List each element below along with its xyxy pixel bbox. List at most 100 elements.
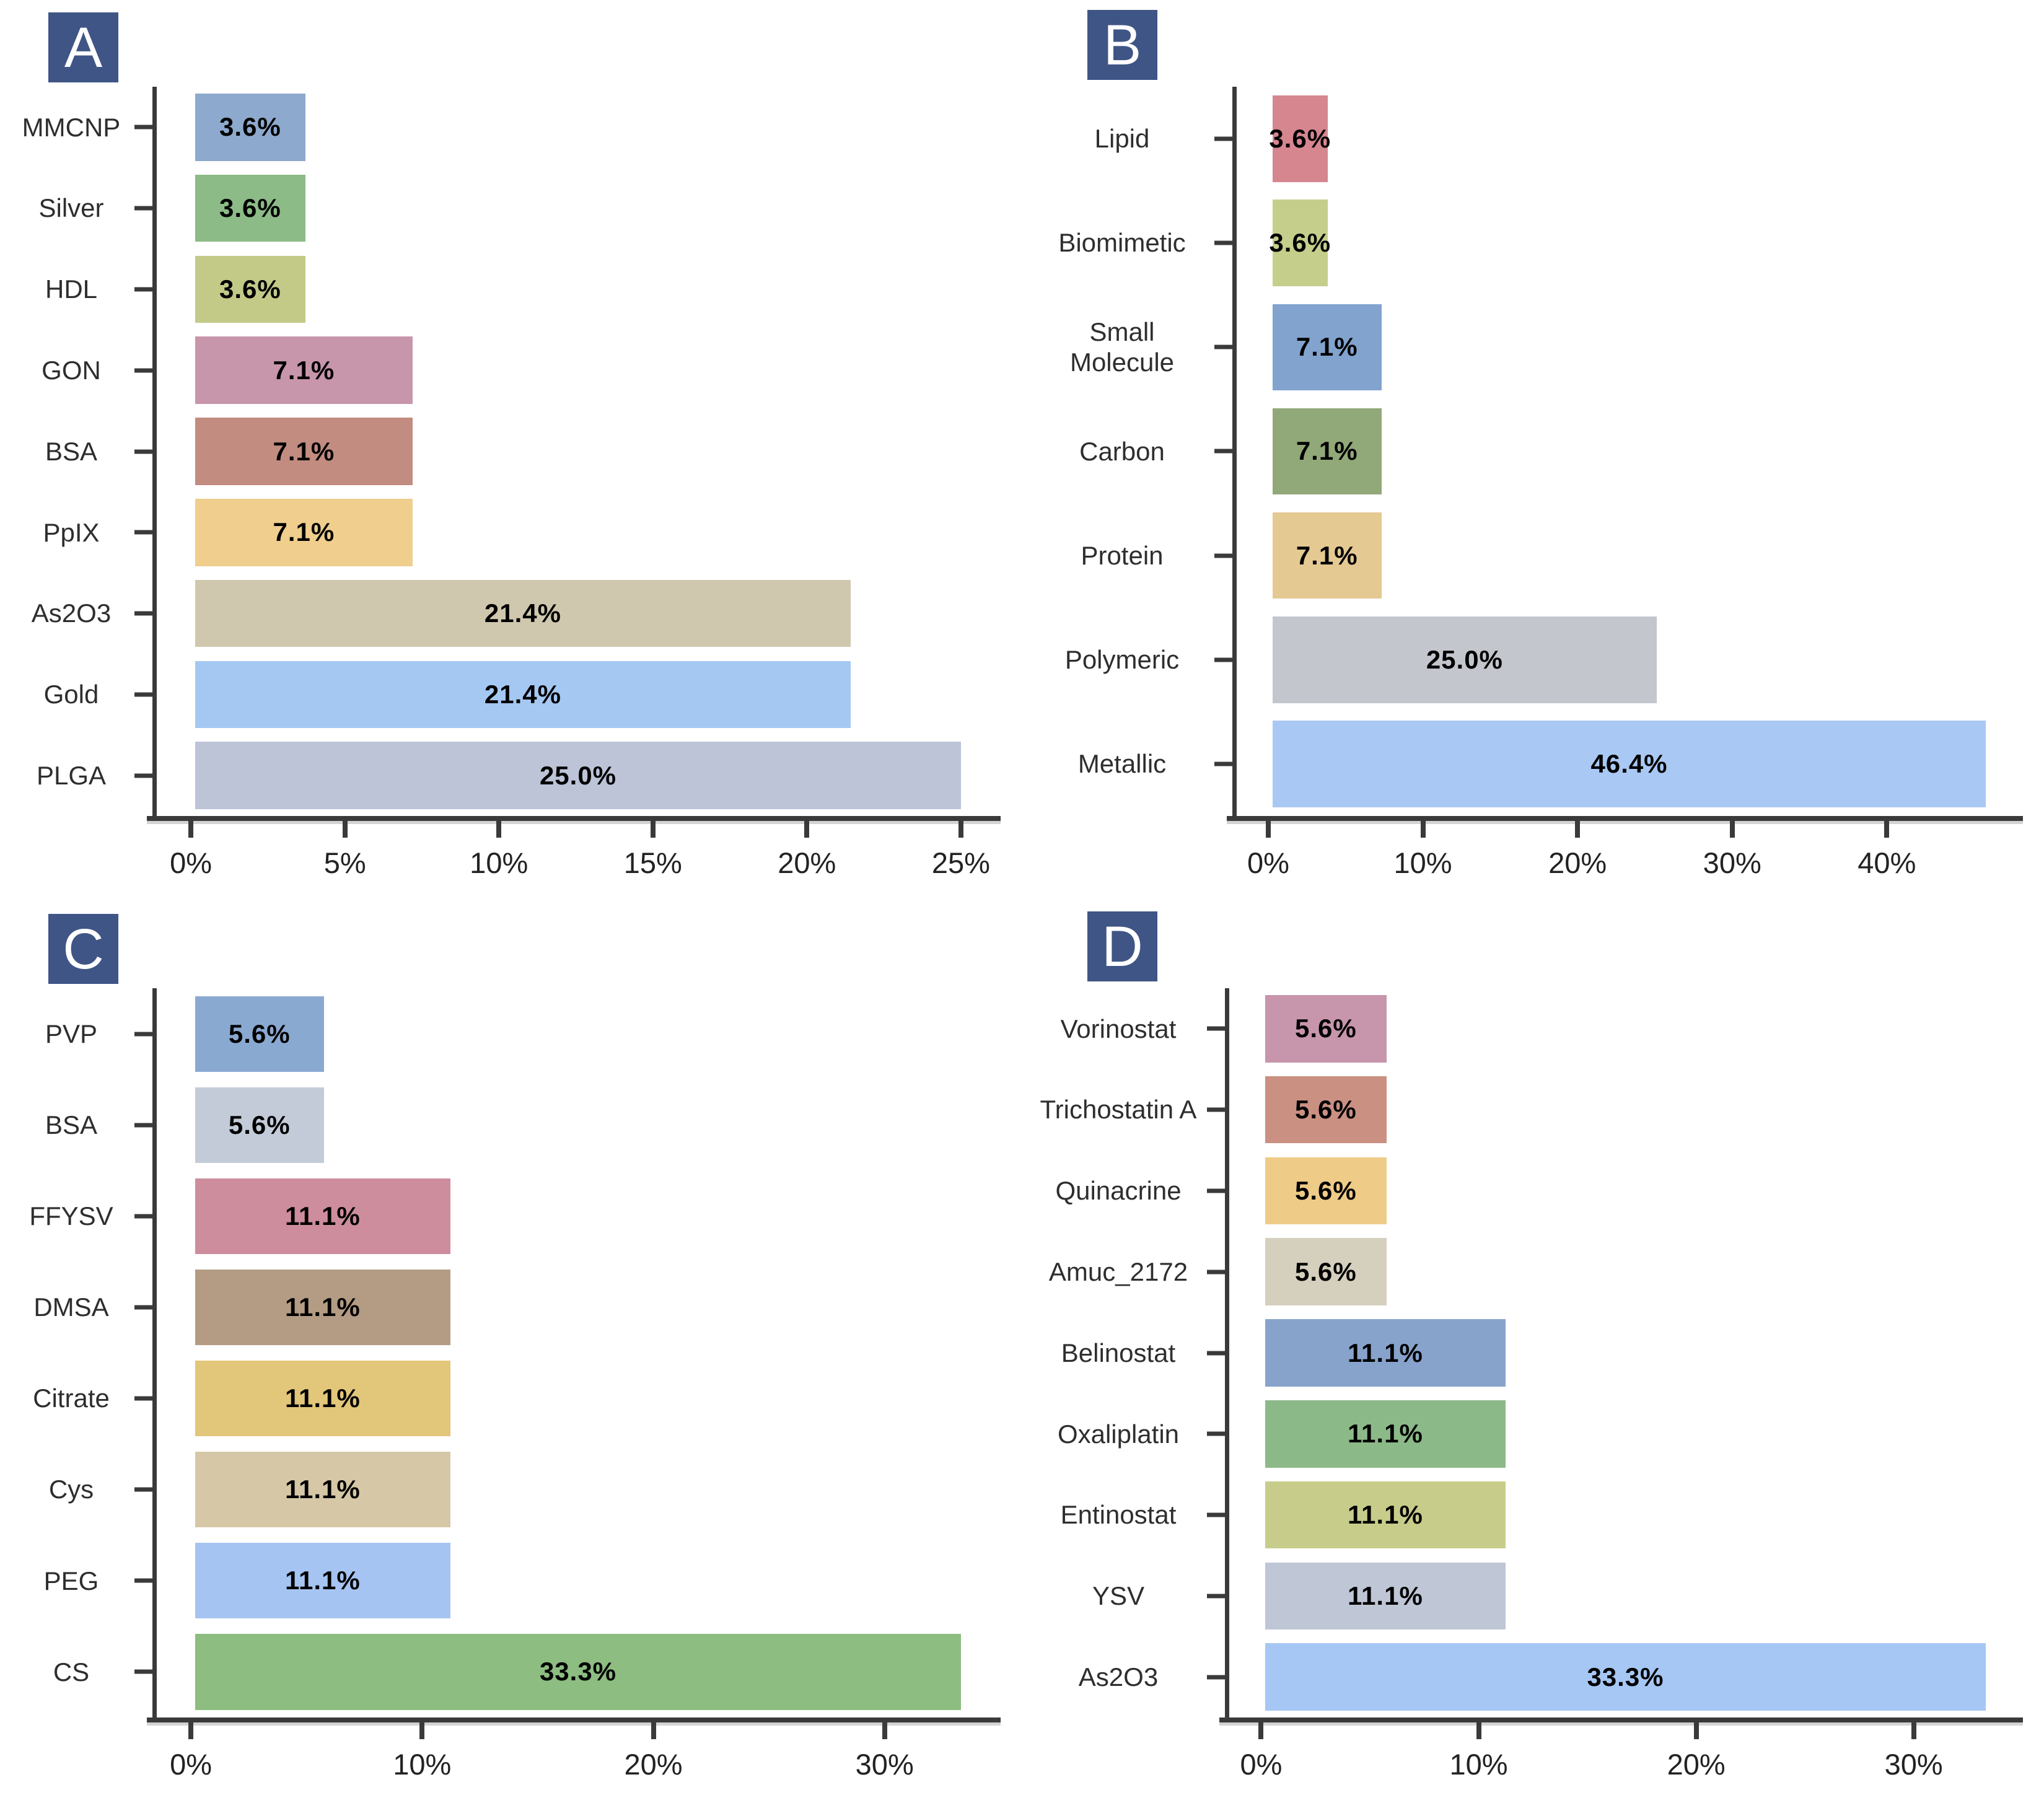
bar-ffysv: 11.1% [195, 1178, 450, 1254]
chart-row: Belinostat 11.1% [1039, 1312, 2022, 1393]
bar-value-label: 11.1% [1348, 1338, 1423, 1367]
y-axis-label: HDL [45, 274, 98, 304]
bar-peg: 11.1% [195, 1543, 450, 1619]
y-axis-label: PEG [43, 1566, 99, 1595]
plot-cell: 3.6% [1214, 191, 2022, 296]
x-axis-tick [1575, 820, 1581, 838]
x-axis-tick [1729, 820, 1735, 838]
y-axis-label: As2O3 [1078, 1662, 1159, 1691]
chart-row: Citrate 11.1% [17, 1353, 999, 1444]
x-axis-tick-label: 15% [623, 846, 682, 880]
bar-value-label: 3.6% [219, 274, 281, 304]
y-axis-tick [134, 125, 152, 129]
chart-row: Biomimetic 3.6% [1039, 191, 2022, 296]
y-axis-tick [1207, 1188, 1225, 1193]
bar-trichostatin-a: 5.6% [1265, 1076, 1387, 1144]
y-axis-label: BSA [45, 436, 98, 466]
chart-row: Metallic 46.4% [1039, 711, 2022, 816]
y-axis-tick [134, 368, 152, 373]
bar-value-label: 11.1% [284, 1201, 361, 1231]
bar-value-label: 11.1% [284, 1292, 361, 1322]
y-axis-label: YSV [1092, 1581, 1145, 1611]
bar-silver: 3.6% [195, 174, 305, 242]
x-axis-tick-label: 0% [1240, 1748, 1283, 1781]
y-axis-label: Amuc_2172 [1048, 1257, 1188, 1286]
y-axis-label: Carbon [1079, 436, 1165, 466]
x-axis-tick [1265, 820, 1271, 838]
y-axis-tick [1207, 1675, 1225, 1680]
y-axis-tick [134, 1669, 152, 1674]
plot-cell: 3.6% [134, 248, 999, 330]
y-axis-tick [1214, 761, 1232, 766]
x-axis-line [1227, 815, 2023, 821]
x-axis-tick-label: 20% [778, 846, 836, 880]
bar-value-label: 25.0% [539, 760, 617, 790]
chart-row: Amuc_2172 5.6% [1039, 1231, 2022, 1313]
x-axis-tick-label: 20% [1667, 1748, 1726, 1781]
plot-cell: 5.6% [1207, 1231, 2022, 1313]
x-axis-tick-label: 10% [1449, 1748, 1508, 1781]
bar-value-label: 11.1% [1348, 1500, 1423, 1530]
panel-a-label: A [48, 12, 118, 82]
y-axis-tick [134, 1032, 152, 1037]
bar-gon: 7.1% [195, 336, 413, 405]
plot-cell: 11.1% [1207, 1312, 2022, 1393]
chart-row: Lipid 3.6% [1039, 87, 2022, 191]
y-axis-label: DMSA [33, 1292, 109, 1322]
plot-cell: 5.6% [134, 988, 999, 1080]
panel-d-label: D [1087, 911, 1157, 981]
plot-cell: 11.1% [1207, 1555, 2022, 1637]
y-axis-tick [134, 206, 152, 211]
bar-as2o3: 33.3% [1265, 1643, 1986, 1711]
y-axis-label: Gold [43, 680, 99, 709]
bar-value-label: 5.6% [1295, 1014, 1357, 1043]
plot-cell: 3.6% [134, 87, 999, 168]
bar-mmcnp: 3.6% [195, 94, 305, 161]
bar-entinostat: 11.1% [1265, 1481, 1506, 1549]
panel-a-bar-chart: MMCNP 3.6% Silver 3.6% HDL 3.6% GON 7.1% BSA 7.1%… [17, 87, 1001, 892]
y-axis-label: Cys [48, 1475, 94, 1504]
y-axis-tick [134, 1305, 152, 1310]
bar-value-label: 7.1% [273, 436, 335, 466]
chart-row: PpIX 7.1% [17, 491, 999, 573]
bar-metallic: 46.4% [1272, 721, 1986, 807]
y-axis-label: PLGA [36, 760, 107, 790]
bar-plga: 25.0% [195, 742, 962, 809]
y-axis-label: Small Molecule [1069, 317, 1175, 377]
bar-pvp: 5.6% [195, 996, 324, 1072]
y-axis-tick [134, 287, 152, 292]
plot-cell: 11.1% [1207, 1474, 2022, 1556]
x-axis-tick-label: 30% [1884, 1748, 1943, 1781]
panel-b-label: B [1087, 10, 1157, 80]
y-axis-label: Silver [38, 193, 104, 223]
bar-value-label: 11.1% [284, 1475, 361, 1504]
bar-polymeric: 25.0% [1272, 616, 1657, 703]
bar-value-label: 3.6% [219, 112, 281, 142]
x-axis-tick-label: 40% [1858, 846, 1916, 879]
x-axis-row: 0% 10% 20% 30% [17, 1717, 1001, 1793]
bar-oxaliplatin: 11.1% [1265, 1400, 1506, 1468]
bar-value-label: 33.3% [539, 1657, 617, 1687]
y-axis-tick [134, 692, 152, 697]
y-axis-label: Polymeric [1064, 645, 1180, 674]
plot-cell: 25.0% [134, 735, 999, 817]
y-axis-label: Quinacrine [1055, 1176, 1182, 1206]
x-axis-tick-label: 0% [170, 1748, 213, 1781]
x-axis-spacer [1039, 816, 1232, 892]
bar-value-label: 5.6% [1295, 1257, 1357, 1286]
chart-row: PEG 11.1% [17, 1535, 999, 1626]
plot-cell: 7.1% [1214, 295, 2022, 400]
bar-amuc_2172: 5.6% [1265, 1238, 1387, 1306]
chart-row: DMSA 11.1% [17, 1261, 999, 1353]
plot-cell: 11.1% [134, 1261, 999, 1353]
bar-ysv: 11.1% [1265, 1562, 1506, 1630]
x-axis-tick-label: 0% [170, 846, 213, 880]
plot-cell: 46.4% [1214, 711, 2022, 816]
bar-value-label: 3.6% [219, 193, 281, 223]
plot-cell: 7.1% [134, 411, 999, 492]
x-axis-tick-label: 25% [931, 846, 990, 880]
x-axis-tick [1258, 1722, 1264, 1740]
y-axis-label: Belinostat [1061, 1338, 1176, 1367]
x-axis-row: 0% 10% 20% 30% [1039, 1717, 2023, 1793]
